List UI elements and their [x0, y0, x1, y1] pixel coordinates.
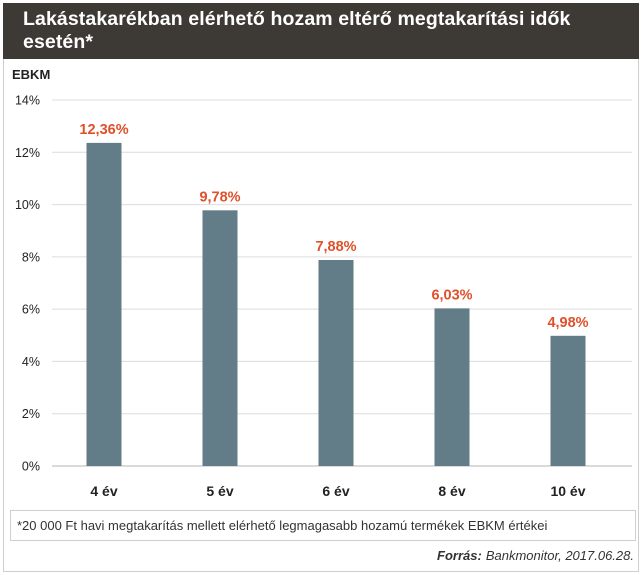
x-tick-label: 8 év [438, 483, 465, 499]
source-text: Bankmonitor, 2017.06.28. [485, 547, 634, 563]
y-tick-label: 2% [22, 407, 40, 421]
x-tick-label: 5 év [206, 483, 233, 499]
y-axis-label: EBKM [12, 67, 50, 82]
chart-title: Lakástakarékban elérhető hozam eltérő me… [3, 3, 639, 59]
bar [86, 142, 122, 467]
bar-value-label: 4,98% [547, 315, 588, 331]
y-tick-label: 4% [22, 355, 40, 369]
bar-value-label: 9,78% [199, 189, 240, 205]
bar-value-label: 12,36% [79, 122, 128, 138]
footnote: *20 000 Ft havi megtakarítás mellett elé… [10, 510, 636, 541]
x-tick-label: 6 év [322, 483, 349, 499]
y-tick-label: 0% [22, 460, 40, 474]
bar-chart: 0% 2% 4% 6% 8% 10% 12% 14% 12,36% 9,78% 7,88% 6,03… [12, 67, 632, 499]
footnote-text: *20 000 Ft havi megtakarítás mellett elé… [17, 518, 548, 533]
y-tick-label: 6% [22, 303, 40, 317]
y-tick-label: 14% [15, 94, 40, 108]
bar-value-label: 6,03% [431, 287, 472, 303]
x-tick-label: 10 év [550, 483, 585, 499]
bar-value-label: 7,88% [315, 239, 356, 255]
source-label: Forrás: [437, 547, 482, 563]
y-tick-label: 10% [15, 198, 40, 212]
x-tick-label: 4 év [90, 483, 117, 499]
bar [550, 335, 586, 466]
bar [318, 259, 354, 466]
y-tick-label: 12% [15, 146, 40, 160]
y-tick-label: 8% [22, 250, 40, 264]
bar [202, 210, 238, 466]
source-line: Forrás: Bankmonitor, 2017.06.28. [437, 545, 634, 565]
bar [434, 308, 470, 466]
